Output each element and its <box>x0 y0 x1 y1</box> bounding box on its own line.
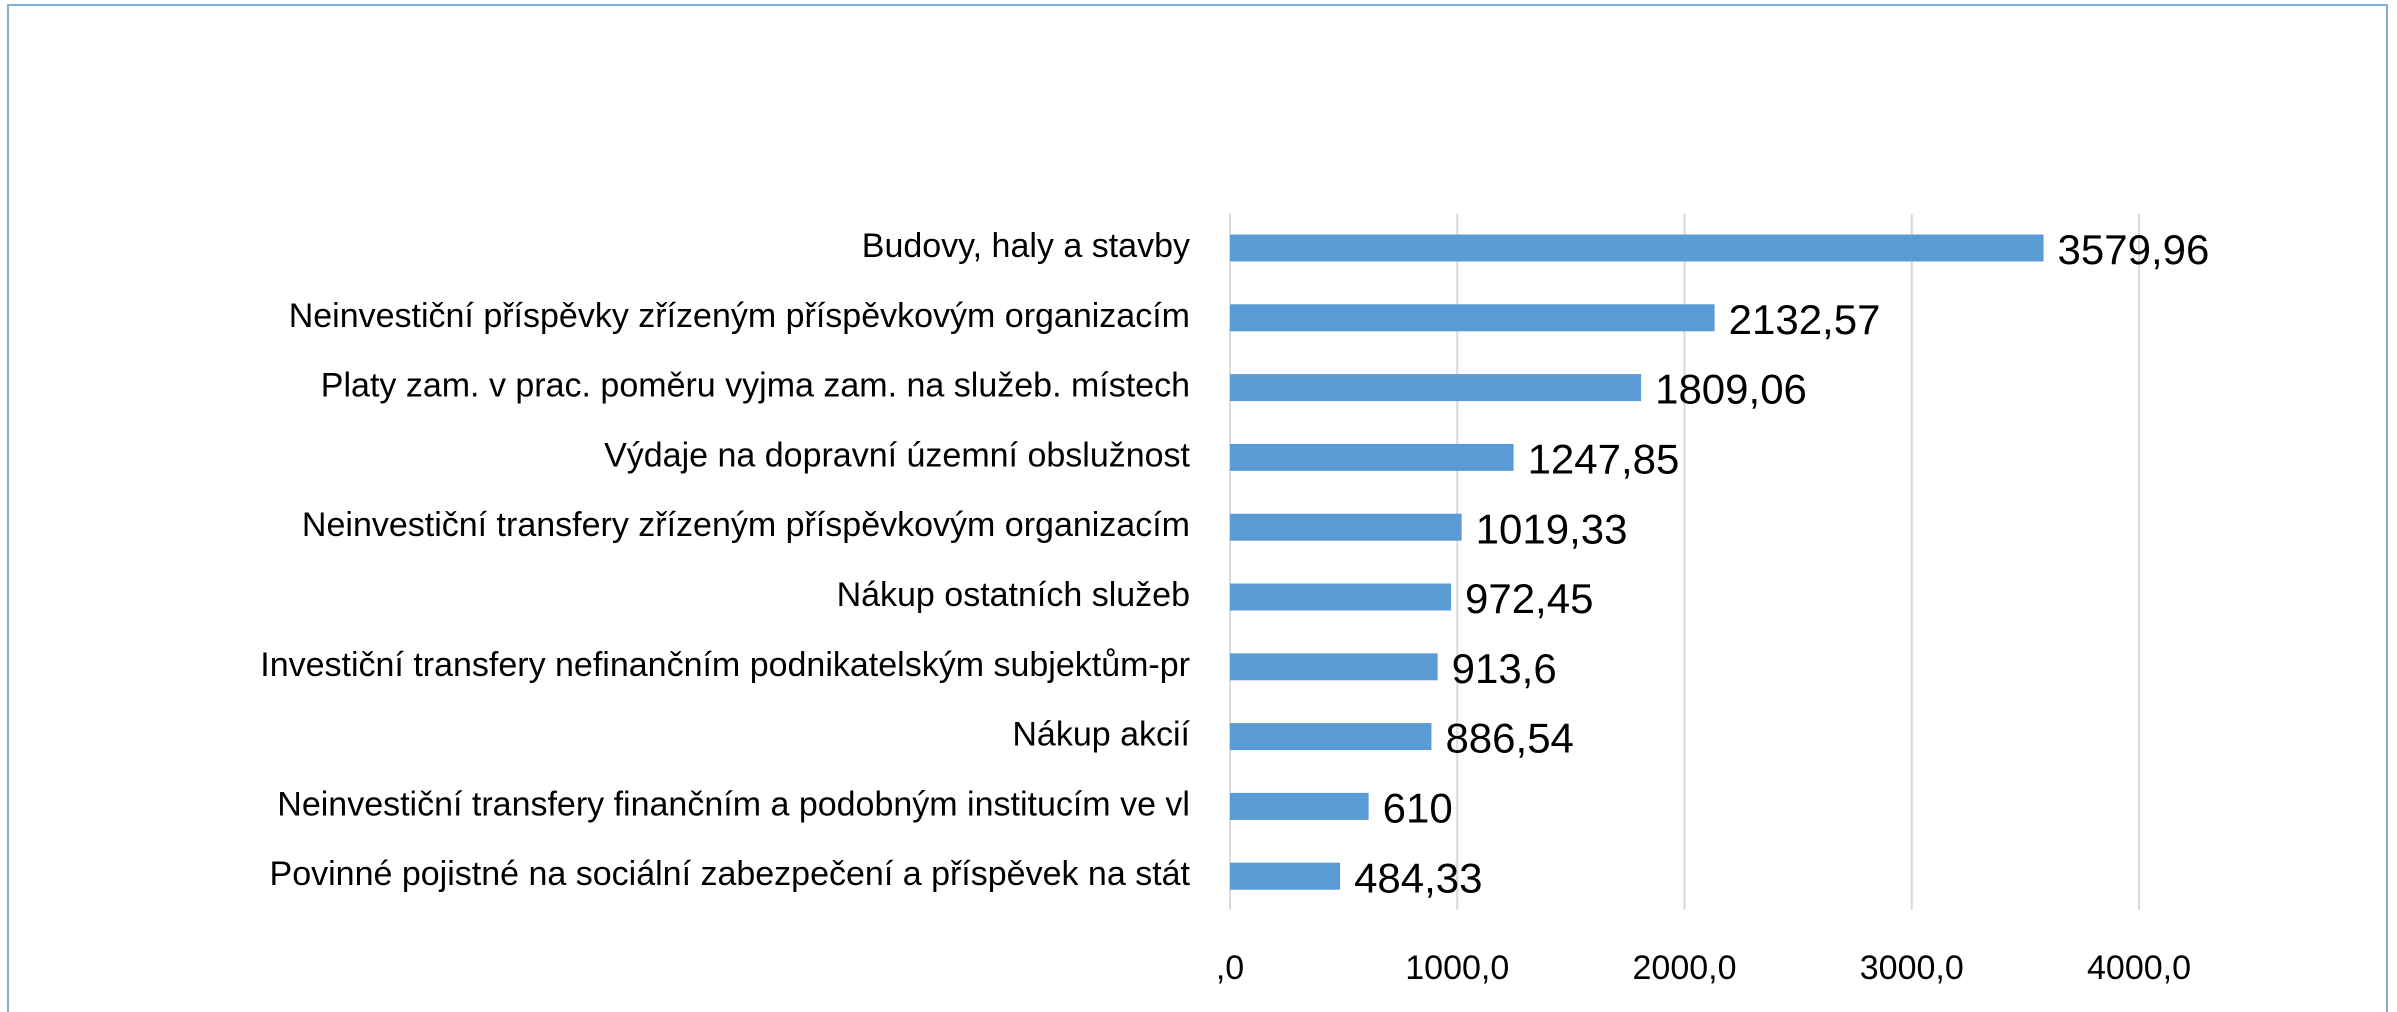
x-tick-label: 4000,0 <box>2087 949 2191 987</box>
x-tick-label: 2000,0 <box>1633 949 1737 987</box>
bar <box>1230 374 1642 402</box>
y-tick-label: Neinvestiční transfery zřízeným příspěvk… <box>302 506 1190 544</box>
value-label: 913,6 <box>1452 645 1557 692</box>
y-tick-label: Budovy, haly a stavby <box>862 227 1190 265</box>
y-tick-label: Nákup ostatních služeb <box>837 576 1190 614</box>
value-label: 1247,85 <box>1528 435 1680 482</box>
y-tick-label: Výdaje na dopravní územní obslužnost <box>604 436 1190 474</box>
y-tick-label: Povinné pojistné na sociální zabezpečení… <box>270 855 1191 893</box>
value-label: 1809,06 <box>1655 366 1807 413</box>
value-label: 972,45 <box>1465 575 1593 622</box>
value-label: 2132,57 <box>1729 296 1881 343</box>
y-tick-label: Neinvestiční příspěvky zřízeným příspěvk… <box>289 297 1190 335</box>
bar <box>1230 653 1438 681</box>
value-label: 1019,33 <box>1476 505 1628 552</box>
y-tick-label: Investiční transfery nefinančním podnika… <box>260 646 1190 684</box>
x-tick-label: 1000,0 <box>1405 949 1509 987</box>
y-tick-label: Nákup akcií <box>1012 716 1190 754</box>
bar <box>1230 792 1369 820</box>
value-label: 3579,96 <box>2058 226 2210 273</box>
y-tick-label: Platy zam. v prac. poměru vyjma zam. na … <box>321 367 1190 405</box>
value-label: 610 <box>1383 784 1453 831</box>
x-tick-label: 3000,0 <box>1860 949 1964 987</box>
y-tick-label: Neinvestiční transfery finančním a podob… <box>277 785 1190 823</box>
bar <box>1230 234 2044 262</box>
frame <box>7 4 2388 1012</box>
bar <box>1230 583 1451 611</box>
value-label: 886,54 <box>1445 715 1573 762</box>
bar <box>1230 723 1432 751</box>
value-label: 484,33 <box>1354 854 1482 901</box>
bar <box>1230 443 1514 471</box>
bar <box>1230 304 1715 332</box>
bar <box>1230 862 1341 890</box>
x-tick-label: ,0 <box>1216 949 1244 987</box>
bar <box>1230 513 1462 541</box>
